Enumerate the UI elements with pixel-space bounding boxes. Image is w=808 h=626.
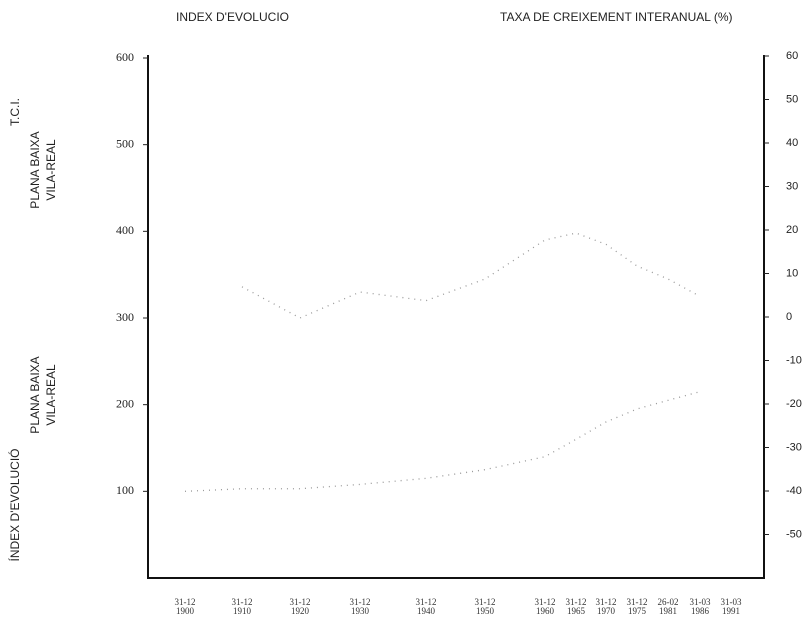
y2-tick-label: -30 [786, 441, 802, 453]
x-tick-label: 31-12 1950 [474, 597, 496, 616]
y-label: VILA-REAL [44, 364, 58, 426]
x-tick-label: 26-02 1981 [657, 597, 679, 616]
y2-tick-label: 10 [786, 267, 798, 279]
y-label: VILA-REAL [44, 139, 58, 201]
y-tick-label: 200 [116, 396, 134, 410]
y-label: T.C.I. [8, 98, 22, 126]
x-tick-label: 31-12 1930 [349, 597, 371, 616]
y-label-upper: PLANA BAIXA VILA-REAL T.C.I. [8, 98, 58, 209]
y2-tick-label: -40 [786, 485, 802, 497]
y-label: ÍNDEX D'EVOLUCIÓ [7, 449, 22, 562]
line [184, 391, 701, 492]
y2-tick-label: 40 [786, 137, 798, 149]
y-label: PLANA BAIXA [28, 131, 42, 208]
x-tick-label: 31-03 1991 [720, 597, 742, 616]
y-tick-label: 500 [116, 136, 134, 150]
line [241, 232, 701, 319]
x-tick-label: 31-12 1975 [626, 597, 648, 616]
x-tick-label: 31-12 1960 [534, 597, 556, 616]
x-tick-label: 31-12 1910 [231, 597, 253, 616]
y2-tick-label: 20 [786, 224, 798, 236]
x-tick-label: 31-12 1900 [174, 597, 196, 616]
y-tick-label: 300 [116, 310, 134, 324]
y-tick-label: 600 [116, 50, 134, 64]
y2-axis-title: TAXA DE CREIXEMENT INTERANUAL (%) [500, 10, 732, 24]
y2-tick-label: 60 [786, 50, 798, 62]
chart-title: INDEX D'EVOLUCIO [176, 10, 289, 24]
x-tick-label: 31-12 1965 [565, 597, 587, 616]
y2-tick-label: 50 [786, 93, 798, 105]
y-tick-label: 100 [116, 483, 134, 497]
y2-tick-label: 0 [786, 311, 792, 323]
y2-tick-label: -20 [786, 398, 802, 410]
y-tick-label: 400 [116, 223, 134, 237]
y2-tick-label: 30 [786, 180, 798, 192]
y-label: PLANA BAIXA [28, 356, 42, 433]
y2-tick-label: -50 [786, 528, 802, 540]
x-tick-label: 31-12 1940 [415, 597, 437, 616]
x-tick-label: 31-03 1986 [689, 597, 711, 616]
y-label-lower: PLANA BAIXA VILA-REAL ÍNDEX D'EVOLUCIÓ [7, 356, 58, 561]
x-tick-label: 31-12 1920 [289, 597, 311, 616]
y2-tick-label: -10 [786, 354, 802, 366]
x-tick-label: 31-12 1970 [595, 597, 617, 616]
